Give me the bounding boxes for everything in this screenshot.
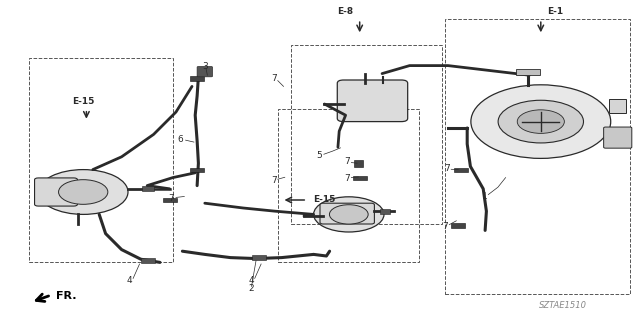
Text: FR.: FR.	[56, 291, 77, 301]
Ellipse shape	[471, 85, 611, 158]
Bar	[278, 109, 419, 262]
Circle shape	[38, 170, 128, 214]
Text: 4: 4	[248, 276, 253, 285]
Bar	[252, 255, 266, 260]
Bar	[163, 198, 177, 202]
Text: 7: 7	[271, 176, 276, 185]
Text: 7: 7	[169, 194, 174, 203]
Text: 7: 7	[345, 157, 350, 166]
Bar	[190, 76, 204, 81]
Circle shape	[330, 205, 368, 224]
Text: 3: 3	[202, 62, 207, 71]
Bar	[454, 168, 468, 172]
Bar	[609, 99, 627, 113]
Text: 6: 6	[178, 135, 183, 144]
FancyBboxPatch shape	[337, 80, 408, 122]
Bar	[445, 19, 630, 294]
Text: E-1: E-1	[547, 7, 563, 16]
Text: 7: 7	[345, 174, 350, 183]
Circle shape	[498, 100, 584, 143]
Bar	[380, 209, 390, 214]
Circle shape	[314, 197, 384, 232]
Text: 7: 7	[444, 164, 449, 173]
Text: 5: 5	[316, 151, 321, 160]
Text: E-15: E-15	[72, 97, 95, 106]
Text: 2: 2	[249, 284, 254, 293]
Bar	[141, 258, 155, 263]
Bar	[29, 58, 173, 262]
Bar	[142, 186, 154, 191]
Bar	[353, 176, 367, 180]
FancyBboxPatch shape	[604, 127, 632, 148]
Bar	[291, 45, 442, 224]
Text: 7: 7	[443, 222, 448, 231]
Bar	[609, 131, 627, 145]
Bar	[354, 160, 363, 167]
Text: 7: 7	[271, 74, 276, 83]
FancyBboxPatch shape	[320, 203, 374, 224]
Bar	[516, 69, 540, 75]
Text: SZTAE1510: SZTAE1510	[540, 301, 588, 310]
Circle shape	[517, 110, 564, 133]
Text: 4: 4	[127, 276, 132, 285]
Text: E-15: E-15	[314, 196, 336, 204]
FancyBboxPatch shape	[197, 67, 212, 77]
Circle shape	[59, 180, 108, 204]
Bar	[190, 168, 204, 172]
Text: E-8: E-8	[337, 7, 354, 16]
FancyBboxPatch shape	[35, 178, 77, 206]
Bar	[451, 223, 465, 228]
Text: 1: 1	[482, 192, 487, 201]
